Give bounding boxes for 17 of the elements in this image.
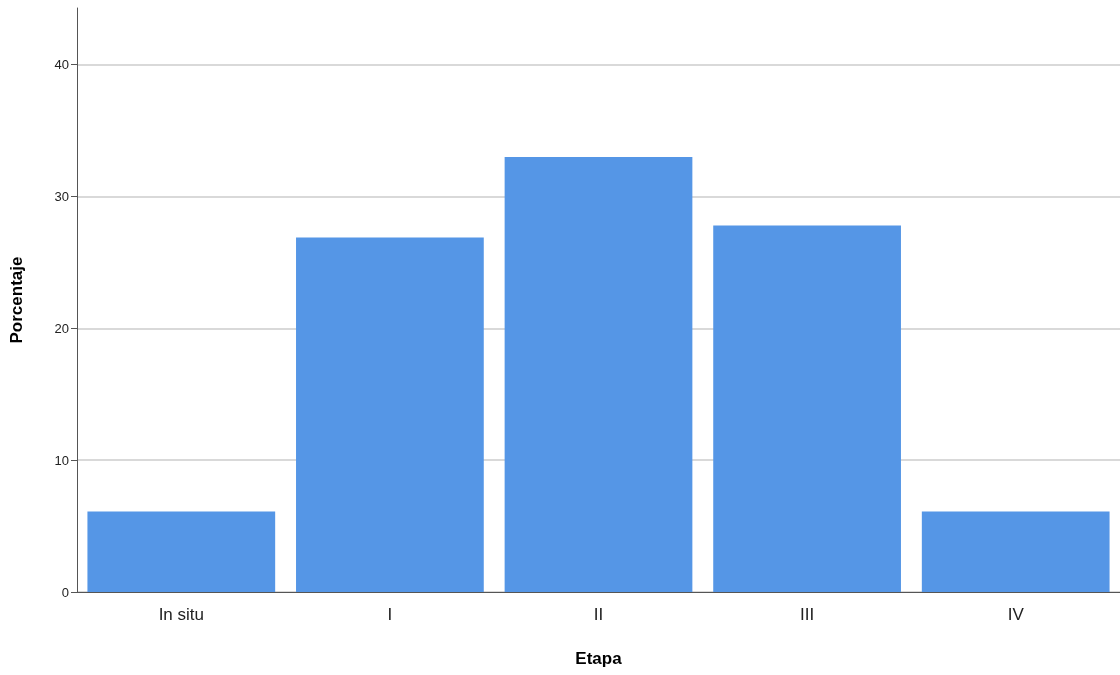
y-tick-label: 40: [54, 57, 69, 73]
x-tick-label: II: [593, 605, 604, 624]
y-axis-title: Porcentaje: [7, 256, 26, 344]
bar: [713, 225, 901, 592]
bar: [296, 237, 484, 592]
y-tick-label: 10: [54, 452, 69, 468]
x-tick-label: IV: [1007, 605, 1025, 624]
y-tick-label: 20: [54, 320, 69, 336]
y-tick-label: 0: [61, 584, 69, 600]
bar: [87, 511, 276, 592]
bar: [921, 511, 1110, 592]
x-tick-label: In situ: [158, 605, 204, 624]
bar: [504, 156, 693, 592]
x-tick-label: III: [800, 605, 815, 624]
y-tick-label: 30: [54, 189, 69, 205]
x-axis-title: Etapa: [575, 649, 623, 668]
x-tick-label: I: [387, 605, 393, 624]
